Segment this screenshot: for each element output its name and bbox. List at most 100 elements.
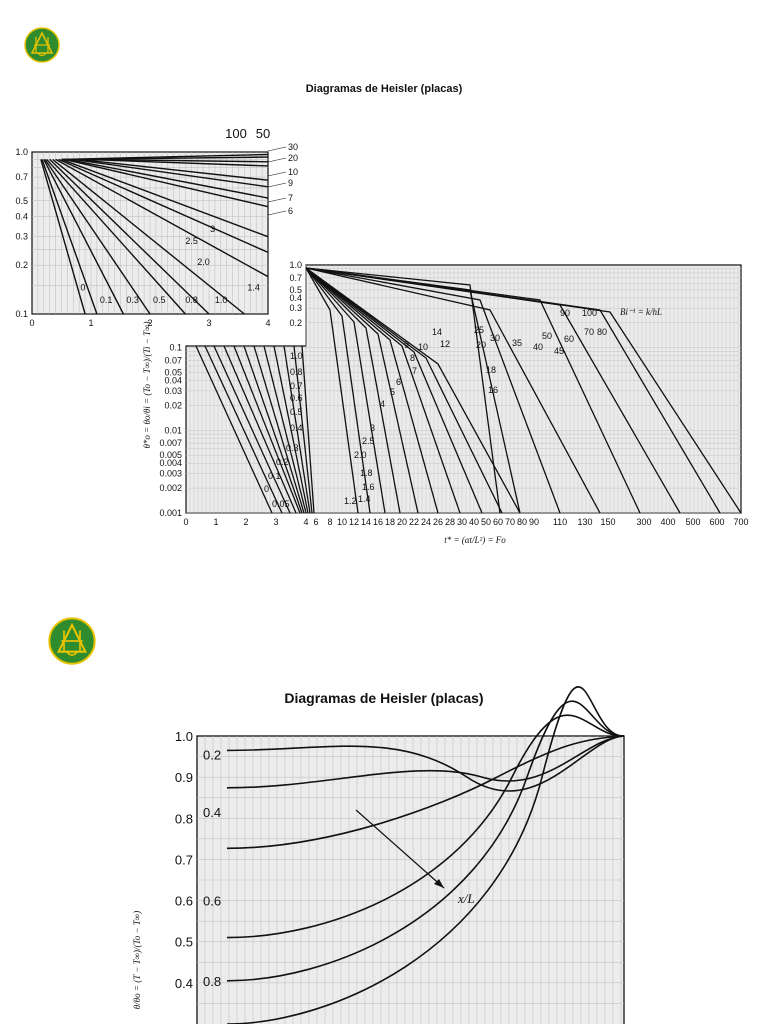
curve-label: 50 (542, 331, 552, 341)
curve-label: 40 (533, 342, 543, 352)
curve-label: 0.5 (290, 407, 303, 417)
series-line (61, 153, 269, 161)
series-line (73, 158, 269, 188)
y-tick-label: 1.0 (175, 729, 193, 744)
y-tick-label: 0.07 (164, 355, 182, 365)
x-tick-label: 4 (265, 318, 270, 328)
x-tick-label: 0 (183, 517, 188, 527)
curve-label: 0.8 (290, 367, 303, 377)
curve-label: 0.6 (290, 393, 303, 403)
y-tick-label: 0.8 (175, 811, 193, 826)
series-line (305, 267, 521, 514)
y-tick-label: 0.05 (164, 368, 182, 378)
curve-label: 80 (597, 327, 607, 337)
y-tick-label: 0.007 (159, 438, 182, 448)
heisler-center-chart: 0 1 2 3 41.00.70.50.40.30.20.132.52.01.41.00… (15, 126, 748, 545)
series-line (305, 267, 386, 514)
y-tick-label: 0.004 (159, 458, 182, 468)
curve-label: 2.5 (185, 236, 198, 246)
series-line (305, 267, 439, 514)
curve-label: 9 (404, 340, 409, 350)
y-tick-label: 0.2 (289, 318, 302, 328)
x-tick-label: 500 (685, 517, 700, 527)
curve-label: 1.0 (215, 295, 228, 305)
x-tick-label: 8 (327, 517, 332, 527)
curve-label: 3 (370, 423, 375, 433)
right-curve-label: 6 (288, 206, 293, 216)
series-line (305, 267, 419, 514)
x-tick-label: 24 (421, 517, 431, 527)
curve-label: 2.0 (354, 450, 367, 460)
x-tick-label: 2 (243, 517, 248, 527)
leader-line (267, 171, 287, 177)
x-tick-label: 300 (636, 517, 651, 527)
x-tick-label: 50 (481, 517, 491, 527)
y-tick-label: 0.001 (159, 508, 182, 518)
y-tick-label: 0.03 (164, 386, 182, 396)
y-tick-label: 0.003 (159, 469, 182, 479)
leader-line (267, 197, 287, 203)
x-tick-label: 90 (529, 517, 539, 527)
leader-line (267, 146, 287, 152)
x-tick-label: 150 (600, 517, 615, 527)
position-chart: 1.0 0.9 0.8 0.7 0.6 0.5 0.4 θ/θo = (T − T∞)/(To… (132, 686, 625, 1024)
series-line (305, 267, 501, 514)
series-line (41, 159, 98, 315)
y-tick-label: 0.4 (289, 293, 302, 303)
series-line (85, 158, 269, 167)
x-tick-label: 6 (313, 517, 318, 527)
curve-label: 1.2 (344, 496, 357, 506)
x-tick-label: 26 (433, 517, 443, 527)
curve-label: 1.8 (360, 468, 373, 478)
series-line (226, 735, 625, 850)
series-line (305, 267, 601, 514)
curve-label: 1.4 (247, 282, 260, 292)
curve-label: 20 (476, 340, 486, 350)
series-line (305, 267, 359, 514)
x-tick-label: 4 (303, 517, 308, 527)
series-line (64, 158, 269, 208)
y-tick-label: 0.1 (15, 309, 28, 319)
curve-label: 30 (490, 333, 500, 343)
series-line (233, 345, 301, 514)
series-line (253, 345, 305, 514)
curve-label: 0.1 (100, 295, 113, 305)
series-line (243, 345, 303, 514)
curve-label: 1.4 (358, 494, 371, 504)
right-curve-label: 30 (288, 142, 298, 152)
series-line (46, 158, 186, 315)
curve-label: 3 (210, 224, 215, 234)
leader-line (267, 157, 287, 163)
series-label: 0.6 (203, 894, 221, 909)
curve-label: 1.6 (362, 482, 375, 492)
curve-label: 0 (80, 282, 85, 292)
curve-label: 0.05 (272, 499, 290, 509)
arrow-head-icon (434, 879, 444, 888)
series-line (223, 345, 297, 514)
curve-label: 12 (440, 339, 450, 349)
curve-label: 2.5 (362, 436, 375, 446)
series-line (52, 158, 245, 315)
series-line (293, 345, 313, 514)
y-tick-label: 0.5 (289, 285, 302, 295)
x-tick-label: 80 (517, 517, 527, 527)
x-tick-label: 3 (273, 517, 278, 527)
curve-label: 25 (474, 325, 484, 335)
curve-label: 0.5 (153, 295, 166, 305)
curve-label: 0.2 (276, 457, 289, 467)
series-line (44, 159, 151, 315)
y-tick-label: 0.7 (289, 273, 302, 283)
curve-label: 35 (512, 338, 522, 348)
series-line (213, 345, 291, 514)
x-tick-label: 3 (206, 318, 211, 328)
series-line (226, 714, 625, 939)
y-tick-label: 0.6 (175, 894, 193, 909)
x-tick-label: 20 (397, 517, 407, 527)
series-line (305, 267, 561, 514)
series-line (283, 345, 311, 514)
curve-label: 6 (396, 377, 401, 387)
x-tick-label: 110 (553, 517, 567, 527)
y-tick-label: 0.7 (175, 852, 193, 867)
series-line (226, 686, 625, 1024)
